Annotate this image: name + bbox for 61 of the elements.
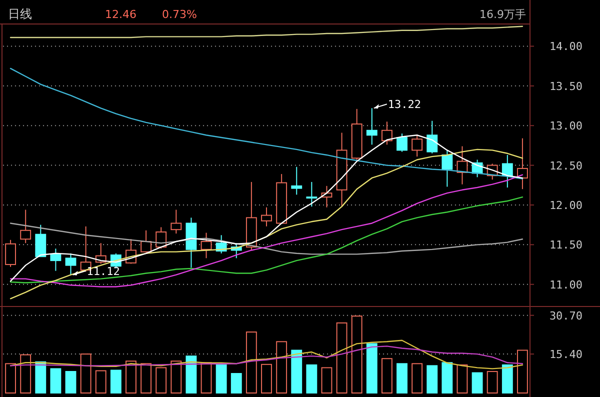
bar [186,356,197,394]
bar [351,316,362,394]
bar [472,372,483,394]
bar [412,363,423,394]
line-series [10,196,524,284]
bar [20,354,32,394]
bar [486,370,498,394]
candlestick [261,206,272,227]
candlestick [336,132,348,206]
bar [261,364,272,394]
chart-title: 日线 [8,7,32,21]
bar [291,350,302,394]
bar [200,362,212,394]
bar [110,370,122,394]
bar [246,332,257,394]
y-tick-label: 11.00 [549,278,583,292]
y-tick-label: 12.00 [549,198,583,212]
bar [321,367,332,394]
bar [456,364,468,394]
bar [170,360,182,394]
bar [517,350,528,394]
bar [396,363,408,394]
bar [80,354,92,394]
annotation: 11.12 [86,264,120,278]
bar [276,341,288,394]
bar [5,363,16,394]
bar [381,358,392,394]
line-series [10,346,524,366]
bar [95,370,106,394]
candlestick [502,154,513,188]
y-tick-label: 30.70 [549,309,583,322]
bar [156,367,167,394]
bar [366,343,378,394]
y-tick-label: 13.50 [549,80,583,93]
line-series [10,340,524,370]
y-tick-label: 11.50 [549,238,583,252]
candlestick [366,108,378,146]
bar [126,360,136,394]
y-tick-label: 15.40 [549,348,583,362]
text: 0.73% [162,8,197,21]
bar [230,373,242,394]
bar [502,364,513,394]
line-series [10,26,524,38]
text: 16.9万手 [480,8,526,21]
bar [140,363,152,394]
line-series [10,222,524,255]
bar [50,368,62,394]
bar [336,322,348,394]
bar [65,370,76,394]
bar [35,361,46,394]
bar [306,364,318,394]
annotation: 13.22 [388,98,422,112]
y-tick-label: 12.50 [549,159,583,172]
y-tick-label: 14.00 [549,40,583,54]
text: 12.46 [105,8,136,21]
bar [216,364,227,394]
candlestick [186,217,197,268]
y-tick-label: 13.00 [549,120,583,133]
bar [426,365,438,394]
line-series [10,148,524,300]
bar [442,362,453,394]
